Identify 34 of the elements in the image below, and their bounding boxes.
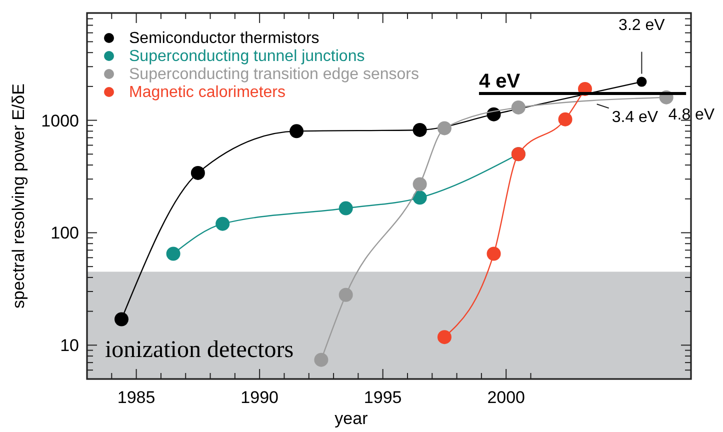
point: [338, 201, 353, 216]
x-tick-label: 1985: [117, 388, 156, 407]
y-tick-label: 100: [50, 224, 79, 243]
y-tick-label: 1000: [41, 111, 79, 130]
point: [511, 100, 526, 114]
point: [412, 190, 427, 205]
legend-label: Magnetic calorimeters: [129, 84, 286, 101]
legend-label: Superconducting transition edge sensors: [129, 66, 419, 83]
point: [114, 312, 129, 326]
point: [486, 246, 501, 261]
x-tick-label: 2000: [487, 388, 526, 407]
legend-label: Superconducting tunnel junctions: [129, 48, 365, 65]
x-tick-label: 1990: [240, 388, 278, 407]
point: [558, 112, 572, 126]
x-tick-label: 1995: [364, 388, 402, 407]
band-label: ionization detectors: [105, 337, 294, 363]
point: [437, 121, 452, 136]
point: [290, 124, 304, 138]
annotation: 3.4 eV: [612, 109, 658, 126]
point: [190, 166, 205, 180]
annotation: 3.2 eV: [618, 16, 666, 34]
series-label: 4 eV: [478, 70, 521, 93]
point: [338, 288, 353, 302]
point: [412, 122, 427, 137]
y-tick-label: 10: [60, 336, 79, 356]
point: [314, 352, 328, 367]
x-axis-title: year: [334, 409, 368, 428]
point: [166, 246, 180, 261]
point: [437, 330, 452, 344]
point: [216, 216, 230, 231]
annotation: 4.8 eV: [668, 106, 715, 124]
y-axis-title: spectral resolving power E/δE: [9, 84, 28, 308]
legend-label: Semiconductor thermistors: [129, 30, 320, 47]
point: [412, 177, 427, 192]
